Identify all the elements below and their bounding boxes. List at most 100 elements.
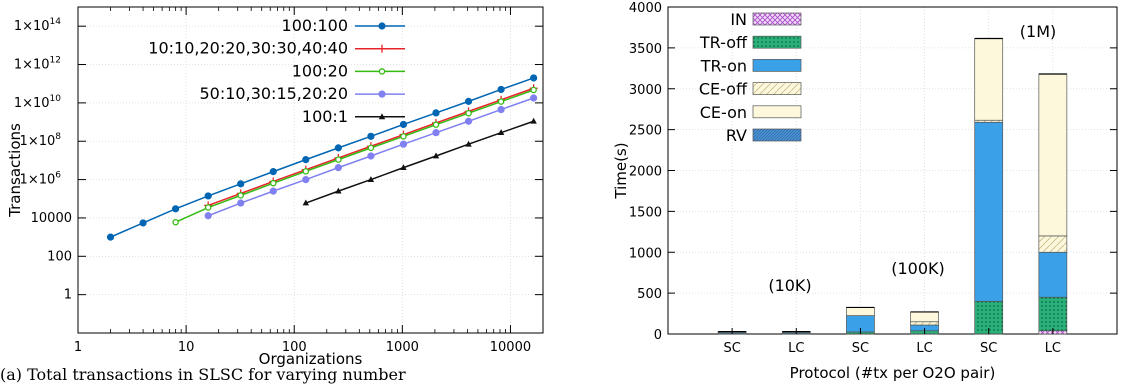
y-tick-label: 1×106 — [20, 171, 62, 188]
data-point — [530, 94, 538, 102]
data-point — [432, 152, 440, 159]
legend-label: 100:20 — [292, 61, 348, 80]
data-point — [334, 164, 342, 172]
y-tick-label: 1×108 — [20, 132, 62, 149]
legend-label: 10:10,20:20,30:30,40:40 — [148, 39, 348, 58]
legend-swatch — [752, 35, 802, 49]
data-point — [204, 204, 212, 211]
y-tick-label: 10000 — [31, 211, 72, 226]
y-tick-label: 2500 — [629, 124, 662, 139]
legend-label: CE-on — [700, 103, 747, 122]
x-axis-label: Organizations — [259, 350, 363, 368]
x-tick-label: 10 — [178, 340, 195, 355]
data-point — [400, 133, 407, 140]
data-point — [334, 144, 342, 152]
bar-LC — [1038, 73, 1068, 335]
data-point — [269, 168, 277, 176]
bar-segment-CE-on — [910, 311, 939, 323]
y-tick-label: 1×1010 — [14, 94, 61, 111]
data-point — [302, 175, 310, 184]
data-point — [139, 219, 147, 227]
legend-label: 100:1 — [302, 107, 348, 126]
data-point — [465, 140, 472, 147]
data-point — [432, 129, 440, 137]
bar-segment-CE-off — [1038, 235, 1068, 253]
bar-segment-CE-off — [910, 321, 939, 326]
data-point — [335, 156, 342, 163]
data-point — [270, 179, 277, 187]
data-point — [432, 121, 440, 128]
data-point — [432, 109, 440, 117]
data-point — [237, 192, 244, 199]
bar-segment-CE-on — [974, 38, 1004, 121]
data-point — [378, 22, 386, 30]
data-point — [497, 105, 505, 114]
legend-label: TR-off — [699, 33, 748, 52]
legend-label: TR-on — [700, 56, 747, 75]
data-point — [399, 140, 408, 148]
legend-label: 50:10,30:15,20:20 — [200, 84, 349, 103]
figure-caption: (a) Total transactions in SLSC for varyi… — [0, 365, 406, 384]
x-tick-label: SC — [980, 341, 997, 356]
bar-SC — [974, 37, 1004, 335]
legend-label: CE-off — [699, 80, 748, 99]
legend-swatch — [752, 128, 802, 142]
y-tick-label: 1×1014 — [14, 17, 61, 34]
y-tick-label: 0 — [654, 328, 662, 343]
bar-segment-TR-off — [1038, 296, 1068, 332]
data-point — [204, 212, 212, 220]
data-point — [497, 129, 505, 136]
data-point — [530, 74, 538, 82]
data-point — [172, 205, 180, 213]
x-tick-label: SC — [852, 341, 869, 356]
bar-segment-CE-on — [1038, 73, 1068, 237]
data-point — [367, 176, 375, 182]
y-axis-label: Transactions — [6, 123, 24, 218]
x-tick-label: 10000 — [490, 340, 531, 355]
data-point — [530, 86, 537, 94]
series-line — [305, 120, 534, 204]
data-point — [378, 90, 386, 98]
y-tick-label: 3500 — [629, 42, 662, 57]
y-tick-label: 1×1012 — [14, 56, 61, 73]
x-tick-label: 100 — [282, 340, 307, 355]
y-tick-label: 100 — [47, 249, 72, 264]
data-point — [497, 98, 505, 105]
y-tick-label: 4000 — [629, 1, 662, 16]
data-point — [269, 187, 277, 195]
legend: 100:100 10:10,20:20,30:30,40:40 100:20 50:1… — [148, 16, 405, 126]
x-tick-label: LC — [916, 341, 932, 356]
time-stacked-bar-chart: 0 500 1000 1500 2000 2500 3000 3500 4000 SC LC SC LC… — [612, 1, 1118, 382]
data-point — [367, 132, 375, 140]
x-tick-label: 1 — [74, 340, 82, 355]
data-point — [497, 85, 505, 94]
data-point — [335, 187, 342, 194]
legend: IN TR-off TR-on CE-off CE-on RV — [699, 10, 802, 145]
data-point — [378, 113, 386, 120]
bar-segment-TR-on — [974, 121, 1004, 302]
legend-swatch — [752, 82, 802, 95]
data-point — [400, 164, 407, 171]
legend-label: IN — [730, 10, 747, 29]
x-tick-label: 1000 — [386, 340, 419, 355]
transactions-line-chart: 1 10 100 1000 10000 1 100 10000 1×106 1×108 1×1010… — [6, 6, 544, 368]
bar-segment-CE-on — [846, 307, 875, 316]
y-axis-label: Time(s) — [612, 142, 630, 199]
data-point — [399, 120, 408, 129]
legend-swatch — [752, 12, 802, 26]
data-point — [465, 109, 472, 117]
y-tick-label: 1500 — [629, 205, 662, 220]
series-2 — [172, 86, 537, 226]
data-point — [204, 192, 212, 200]
legend-swatch — [752, 105, 802, 119]
y-tick-label: 2000 — [629, 165, 662, 180]
data-point — [464, 97, 473, 105]
series-4 — [302, 117, 537, 206]
data-point — [530, 117, 537, 124]
plot-frame — [77, 6, 544, 334]
data-point — [106, 233, 115, 241]
group-annotation: (10K) — [768, 276, 811, 295]
series-line — [110, 77, 534, 238]
series-3 — [204, 94, 538, 220]
